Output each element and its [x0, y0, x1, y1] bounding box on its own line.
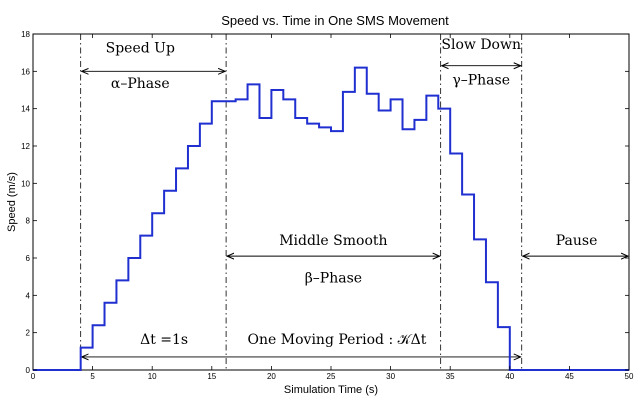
y-tick-label: 18	[21, 30, 30, 39]
x-tick-label: 10	[148, 372, 157, 381]
annotation-label: Slow Down	[441, 37, 521, 53]
x-tick-label: 25	[327, 372, 336, 381]
y-tick-label: 6	[26, 254, 31, 263]
annotation-label: α–Phase	[111, 76, 170, 92]
x-tick-label: 0	[31, 372, 36, 381]
annotation-label: Speed Up	[106, 41, 175, 57]
y-tick-label: 16	[21, 67, 30, 76]
y-axis-label: Speed (m/s)	[6, 172, 18, 232]
annotation-label: γ–Phase	[452, 72, 510, 88]
y-tick-label: 8	[26, 217, 31, 226]
annotation-label: Δt =1s	[140, 332, 188, 348]
x-tick-label: 35	[446, 372, 455, 381]
x-axis-label: Simulation Time (s)	[284, 384, 378, 396]
speed-series-group	[33, 66, 629, 371]
x-tick-label: 20	[267, 372, 276, 381]
x-tick-label: 30	[386, 372, 395, 381]
chart-title: Speed vs. Time in One SMS Movement	[221, 13, 449, 28]
annotation-label: Middle Smooth	[279, 233, 387, 249]
y-tick-label: 12	[21, 142, 30, 151]
speed-series-line	[33, 66, 629, 371]
x-tick-label: 15	[207, 372, 216, 381]
x-tick-label: 45	[565, 372, 574, 381]
x-tick-label: 50	[625, 372, 634, 381]
y-tick-label: 2	[26, 329, 31, 338]
phase-boundaries	[80, 34, 523, 370]
annotation-label: Pause	[556, 233, 598, 249]
annotation-label: β–Phase	[305, 270, 362, 286]
annotation-label: One Moving Period : 𝒦Δt	[248, 332, 427, 348]
phase-arrows	[82, 66, 628, 357]
y-tick-label: 14	[21, 105, 30, 114]
y-tick-label: 0	[26, 366, 31, 375]
y-tick-label: 4	[26, 291, 31, 300]
x-tick-label: 40	[505, 372, 514, 381]
x-tick-label: 5	[90, 372, 95, 381]
annotations: Speed Up α–Phase Slow Down γ–Phase Middle Sm…	[106, 37, 598, 348]
y-tick-label: 10	[21, 179, 30, 188]
axis-ticks: 0 5 10 15 20 25 30 35 40 45 50 0 2 4 6 8 10 12 14 16 18	[21, 30, 634, 381]
